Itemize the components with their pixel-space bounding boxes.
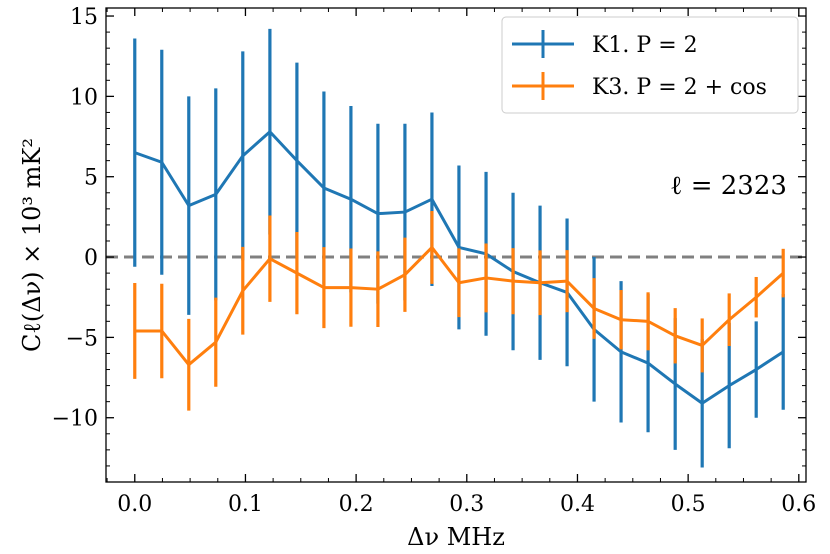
y-tick-label: −5 [66, 326, 98, 351]
ticks-layer: 0.0 0.1 0.2 0.3 0.4 0.5 0.6 −10 −5 0 5 10 15 [52, 5, 817, 517]
x-tick-label: 0.4 [560, 492, 595, 517]
legend-label-k1: K1. P = 2 [592, 33, 698, 58]
ell-annotation: ℓ = 2323 [670, 171, 787, 201]
x-axis-label: Δν MHz [407, 523, 505, 551]
k3-line-layer [134, 245, 785, 367]
y-tick-label: −10 [52, 407, 98, 432]
k3-series-line [134, 245, 785, 367]
legend-label-k3: K3. P = 2 + cos [592, 75, 767, 100]
y-tick-label: 5 [84, 166, 98, 191]
legend-box [501, 16, 799, 114]
y-axis-label: Cℓ(Δν) × 10³ mK² [18, 138, 46, 352]
y-tick-label: 0 [84, 246, 98, 271]
x-tick-label: 0.6 [781, 492, 816, 517]
x-tick-label: 0.0 [117, 492, 152, 517]
legend: K1. P = 2 K3. P = 2 + cos [501, 16, 799, 114]
y-tick-label: 15 [70, 5, 98, 30]
k1-series-line [134, 130, 785, 405]
x-tick-label: 0.2 [339, 492, 374, 517]
legend-item-k1: K1. P = 2 [512, 30, 698, 58]
x-tick-label: 0.5 [671, 492, 706, 517]
x-tick-label: 0.1 [228, 492, 263, 517]
legend-item-k3: K3. P = 2 + cos [512, 72, 767, 100]
y-tick-label: 10 [70, 85, 98, 110]
x-tick-label: 0.3 [449, 492, 484, 517]
k1-line-layer [134, 130, 785, 405]
plot-frame [105, 7, 807, 483]
